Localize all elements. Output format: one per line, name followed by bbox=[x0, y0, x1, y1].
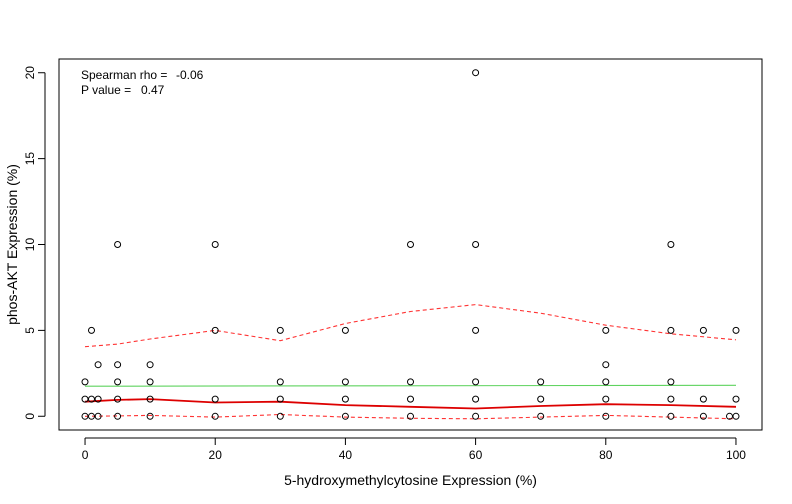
scatter-point bbox=[537, 412, 545, 420]
scatter-point bbox=[472, 326, 480, 334]
stats-annotation: Spearman rho = -0.06 P value = 0.47 bbox=[81, 68, 204, 97]
x-axis-title: 5-hydroxymethylcytosine Expression (%) bbox=[284, 472, 537, 488]
scatter-point bbox=[81, 378, 89, 386]
scatter-point bbox=[602, 326, 610, 334]
scatter-point bbox=[472, 69, 480, 77]
scatter-point bbox=[472, 395, 480, 403]
y-tick-label: 0 bbox=[23, 413, 37, 420]
scatter-point bbox=[407, 241, 414, 248]
scatter-point bbox=[732, 326, 740, 334]
x-axis: 0 20 40 60 80 100 bbox=[82, 437, 746, 462]
scatter-point bbox=[341, 378, 349, 386]
lower-band-line bbox=[84, 413, 737, 420]
scatter-point bbox=[146, 412, 154, 420]
scatter-point bbox=[276, 412, 284, 420]
scatter-point bbox=[114, 378, 122, 386]
p-value-value: 0.47 bbox=[141, 83, 165, 97]
x-tick-label: 40 bbox=[339, 448, 353, 462]
p-value-label: P value = bbox=[81, 83, 131, 97]
spearman-rho-label: Spearman rho = bbox=[81, 68, 167, 82]
scatter-point bbox=[602, 395, 610, 403]
scatter-point bbox=[667, 395, 675, 403]
smooth-fit-line bbox=[84, 398, 737, 410]
scatter-point bbox=[114, 395, 122, 403]
scatter-point bbox=[146, 361, 154, 369]
scatter-point bbox=[472, 378, 480, 386]
x-tick-label: 60 bbox=[469, 448, 483, 462]
scatter-point bbox=[407, 378, 414, 386]
scatter-point bbox=[146, 395, 154, 403]
scatter-point bbox=[211, 241, 219, 248]
scatter-point bbox=[276, 378, 284, 386]
y-tick-label: 10 bbox=[23, 238, 37, 252]
scatter-point bbox=[667, 378, 675, 386]
scatter-point bbox=[732, 412, 740, 420]
data-points bbox=[81, 69, 740, 420]
scatter-point bbox=[667, 241, 675, 248]
scatter-point bbox=[88, 326, 95, 334]
scatter-point bbox=[88, 412, 95, 420]
y-tick-label: 5 bbox=[23, 327, 37, 334]
scatter-point bbox=[276, 326, 284, 334]
scatter-point bbox=[537, 378, 545, 386]
fit-lines bbox=[84, 304, 737, 420]
scatter-point bbox=[602, 412, 610, 420]
scatter-point bbox=[667, 412, 675, 420]
scatter-point bbox=[602, 378, 610, 386]
x-tick-label: 80 bbox=[599, 448, 613, 462]
y-axis-title: phos-AKT Expression (%) bbox=[4, 164, 20, 325]
scatter-point bbox=[602, 361, 610, 369]
scatter-point bbox=[732, 395, 740, 403]
scatter-point bbox=[341, 326, 349, 334]
x-tick-label: 0 bbox=[82, 448, 89, 462]
scatter-point bbox=[472, 412, 480, 420]
scatter-point bbox=[407, 395, 414, 403]
scatter-point bbox=[276, 395, 284, 403]
scatter-point bbox=[94, 395, 102, 403]
scatter-point bbox=[88, 395, 95, 403]
scatter-point bbox=[407, 412, 414, 420]
scatter-point bbox=[472, 241, 480, 248]
scatter-point bbox=[211, 412, 219, 420]
scatter-point bbox=[341, 395, 349, 403]
scatter-point bbox=[94, 412, 102, 420]
scatter-point bbox=[146, 378, 154, 386]
scatter-point bbox=[114, 241, 122, 248]
spearman-rho-value: -0.06 bbox=[176, 68, 204, 82]
scatter-point bbox=[94, 361, 102, 369]
scatter-point bbox=[211, 326, 219, 334]
scatter-point bbox=[699, 326, 707, 334]
scatter-point bbox=[114, 361, 122, 369]
scatter-point bbox=[114, 412, 122, 420]
scatter-point bbox=[667, 326, 675, 334]
scatter-point bbox=[341, 412, 349, 420]
y-tick-label: 15 bbox=[23, 152, 37, 166]
x-tick-label: 100 bbox=[726, 448, 746, 462]
x-tick-label: 20 bbox=[209, 448, 223, 462]
scatter-point bbox=[211, 395, 219, 403]
y-axis: 0 5 10 15 20 bbox=[23, 66, 46, 420]
scatter-point bbox=[537, 395, 545, 403]
scatter-point bbox=[699, 395, 707, 403]
linear-fit-line bbox=[84, 384, 737, 387]
upper-band-line bbox=[84, 304, 737, 348]
scatter-point bbox=[699, 412, 707, 420]
y-tick-label: 20 bbox=[23, 66, 37, 80]
plot-frame bbox=[58, 58, 763, 431]
